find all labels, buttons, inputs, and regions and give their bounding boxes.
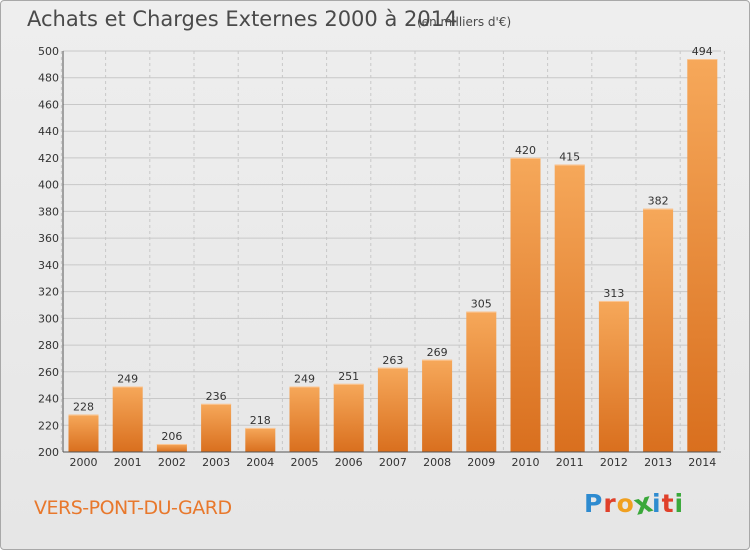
x-tick-label: 2003	[202, 456, 230, 469]
bar-value-label: 263	[382, 354, 403, 367]
bar	[245, 427, 276, 452]
bar	[554, 164, 585, 452]
bar-value-label: 236	[206, 390, 227, 403]
y-tick-label: 340	[38, 259, 59, 272]
bar-value-label: 251	[338, 370, 359, 383]
x-tick-label: 2007	[379, 456, 407, 469]
bar-value-label: 269	[427, 346, 448, 359]
x-tick-label: 2014	[688, 456, 716, 469]
x-tick-label: 2009	[467, 456, 495, 469]
axes: 200 220 240 260 280 300 320 340 360 380 400 420 440 4…	[38, 45, 721, 469]
logo-letter: P	[584, 489, 604, 518]
bar	[466, 311, 497, 452]
logo-letter: i	[674, 489, 685, 518]
bar-value-label: 420	[515, 144, 536, 157]
y-tick-label: 500	[38, 45, 59, 58]
y-tick-label: 240	[38, 393, 59, 406]
x-tick-label: 2010	[512, 456, 540, 469]
y-tick-label: 400	[38, 179, 59, 192]
x-tick-label: 2000	[70, 456, 98, 469]
y-tick-label: 380	[38, 205, 59, 218]
bar-value-label: 228	[73, 401, 94, 414]
chart-unit: (en milliers d'€)	[417, 15, 512, 29]
x-tick-label: 2001	[114, 456, 142, 469]
x-tick-label: 2002	[158, 456, 186, 469]
logo-letter: r	[603, 489, 617, 518]
bar	[201, 403, 232, 452]
x-tick-label: 2008	[423, 456, 451, 469]
bar	[643, 208, 674, 452]
bar-value-label: 382	[648, 195, 669, 208]
y-tick-label: 320	[38, 286, 59, 299]
bar-value-label: 494	[692, 45, 713, 58]
bar	[289, 386, 320, 452]
bar-value-label: 313	[603, 287, 624, 300]
x-tick-label: 2013	[644, 456, 672, 469]
y-tick-label: 200	[38, 446, 59, 459]
y-tick-label: 440	[38, 125, 59, 138]
bar-value-label: 206	[161, 430, 182, 443]
x-tick-label: 2004	[246, 456, 274, 469]
y-tick-label: 480	[38, 72, 59, 85]
bar	[333, 383, 364, 452]
x-tick-label: 2011	[556, 456, 584, 469]
x-tick-label: 2012	[600, 456, 628, 469]
y-tick-label: 420	[38, 152, 59, 165]
bar	[156, 443, 187, 452]
bar	[68, 414, 99, 452]
bar-value-label: 305	[471, 298, 492, 311]
y-tick-label: 460	[38, 98, 59, 111]
bar-value-label: 249	[294, 373, 315, 386]
logo-letter: o	[616, 489, 635, 518]
chart-title: Achats et Charges Externes 2000 à 2014	[27, 7, 458, 31]
y-tick-label: 260	[38, 366, 59, 379]
bar-value-label: 249	[117, 373, 138, 386]
bar	[510, 157, 541, 452]
y-tick-label: 300	[38, 312, 59, 325]
bar	[687, 59, 718, 453]
bar	[598, 300, 629, 452]
y-tick-label: 280	[38, 339, 59, 352]
proxiti-logo[interactable]: Proxiti	[584, 486, 685, 522]
logo-letter: i	[652, 489, 662, 518]
bar-value-label: 415	[559, 151, 580, 164]
bar	[112, 386, 143, 452]
x-tick-label: 2005	[291, 456, 319, 469]
bar	[422, 359, 453, 452]
bars: 228 249 206 236 218 249 251 263 269 305 420 415 313 3…	[68, 45, 718, 453]
logo-letter: t	[661, 489, 675, 518]
commune-name: VERS-PONT-DU-GARD	[34, 497, 232, 519]
bar-value-label: 218	[250, 414, 271, 427]
bar	[377, 367, 408, 452]
x-tick-label: 2006	[335, 456, 363, 469]
y-tick-label: 220	[38, 419, 59, 432]
y-tick-label: 360	[38, 232, 59, 245]
